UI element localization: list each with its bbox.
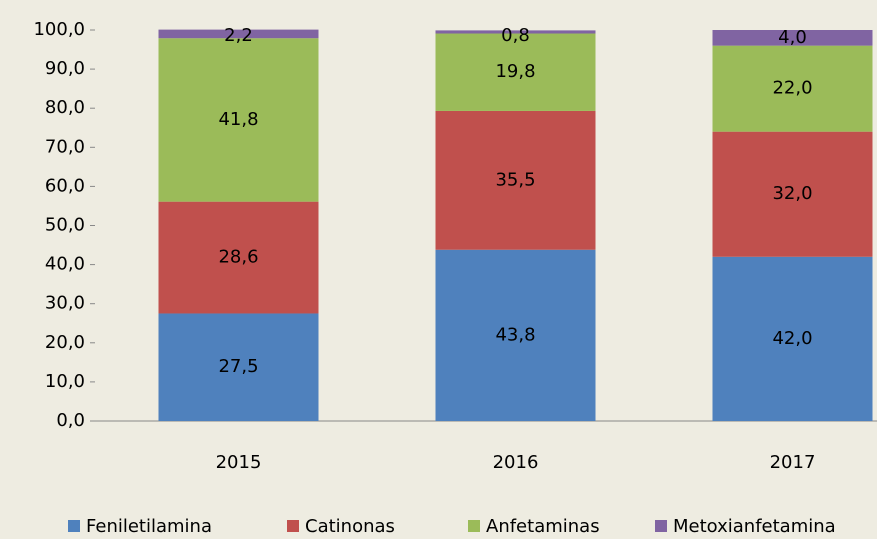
legend-label: Anfetaminas <box>486 516 600 537</box>
y-tick-label: 90,0 <box>45 58 85 79</box>
legend-swatch <box>287 520 299 532</box>
x-tick-label: 2017 <box>770 452 816 473</box>
legend-swatch <box>655 520 667 532</box>
legend-label: Catinonas <box>305 516 395 537</box>
bar-segment <box>435 110 596 250</box>
data-label: 42,0 <box>772 328 812 349</box>
bar-segment <box>712 45 873 132</box>
legend-swatch <box>468 520 480 532</box>
bar-segment <box>712 30 873 46</box>
y-tick-label: 50,0 <box>45 215 85 236</box>
y-tick-label: 60,0 <box>45 175 85 196</box>
bar-segment <box>435 33 596 111</box>
data-label: 4,0 <box>778 27 807 48</box>
bar-segment <box>435 249 596 421</box>
y-tick-label: 40,0 <box>45 254 85 275</box>
data-label: 28,6 <box>218 247 258 268</box>
y-tick-label: 10,0 <box>45 371 85 392</box>
data-label: 22,0 <box>772 78 812 99</box>
bar-segment <box>158 313 319 421</box>
data-label: 41,8 <box>218 109 258 130</box>
bar-segment <box>158 38 319 202</box>
y-tick-label: 30,0 <box>45 293 85 314</box>
legend-label: Metoxianfetamina <box>673 516 836 537</box>
y-tick-label: 20,0 <box>45 332 85 353</box>
data-label: 2,2 <box>224 25 253 46</box>
bar-segment <box>712 131 873 257</box>
data-label: 19,8 <box>495 61 535 82</box>
y-tick-label: 70,0 <box>45 136 85 157</box>
y-tick-label: 0,0 <box>56 410 85 431</box>
bar-segment <box>712 256 873 421</box>
data-label: 27,5 <box>218 356 258 377</box>
data-label: 43,8 <box>495 324 535 345</box>
bar-segment <box>158 201 319 314</box>
x-tick-label: 2015 <box>216 452 262 473</box>
x-tick-label: 2016 <box>493 452 539 473</box>
data-label: 0,8 <box>501 25 530 46</box>
data-label: 32,0 <box>772 183 812 204</box>
bar-segment <box>158 29 319 39</box>
data-label: 35,5 <box>495 169 535 190</box>
y-tick-label: 100,0 <box>33 19 85 40</box>
bar-segment <box>435 30 596 34</box>
legend-label: Feniletilamina <box>86 516 212 537</box>
legend-swatch <box>68 520 80 532</box>
y-tick-label: 80,0 <box>45 97 85 118</box>
